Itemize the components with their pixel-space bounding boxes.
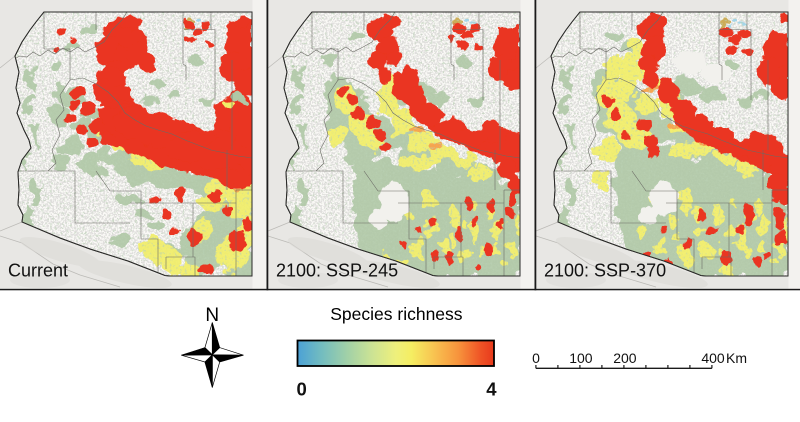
svg-text:Current: Current <box>8 261 68 281</box>
svg-text:2100: SSP-245: 2100: SSP-245 <box>276 261 398 281</box>
svg-text:400: 400 <box>701 350 725 366</box>
svg-text:0: 0 <box>532 350 540 366</box>
svg-text:100: 100 <box>569 350 593 366</box>
svg-text:200: 200 <box>613 350 637 366</box>
svg-text:0: 0 <box>297 379 307 400</box>
svg-text:2100: SSP-370: 2100: SSP-370 <box>544 261 666 281</box>
svg-text:N: N <box>205 305 219 326</box>
svg-text:4: 4 <box>486 379 497 400</box>
svg-text:Km: Km <box>726 350 747 366</box>
svg-text:Species richness: Species richness <box>330 304 463 324</box>
